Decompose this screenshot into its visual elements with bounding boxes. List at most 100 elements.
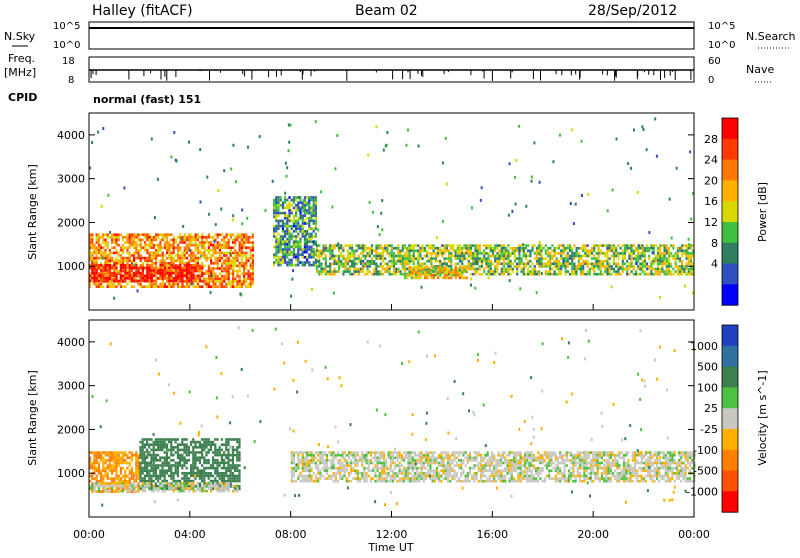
heatmap-cell [565,255,567,258]
heatmap-cell [329,273,331,276]
heatmap-cell [668,263,670,266]
heatmap-cell [227,441,229,444]
heatmap-cell [146,438,148,441]
heatmap-cell [547,260,549,263]
heatmap-cell [297,240,299,243]
heatmap-cell [273,246,275,249]
scatter-cell [292,269,294,272]
heatmap-cell [135,454,137,457]
heatmap-cell [118,244,120,247]
heatmap-cell [293,230,295,233]
heatmap-cell [199,252,201,255]
heatmap-cell [562,260,564,263]
heatmap-cell [173,485,175,488]
heatmap-cell [197,246,199,249]
heatmap-cell [234,241,236,244]
heatmap-cell [631,255,633,258]
heatmap-cell [157,490,159,493]
heatmap-cell [113,451,115,454]
heatmap-cell [142,454,144,457]
heatmap-cell [146,244,148,247]
heatmap-cell [214,272,216,275]
heatmap-cell [126,267,128,270]
heatmap-cell [313,201,315,204]
heatmap-cell [304,243,306,246]
heatmap-cell [472,268,474,271]
heatmap-cell [273,212,275,215]
heatmap-cell [236,456,238,459]
heatmap-cell [91,487,93,490]
heatmap-cell [393,270,395,273]
heatmap-cell [173,277,175,280]
heatmap-cell [329,247,331,250]
heatmap-cell [679,250,681,253]
heatmap-cell [277,259,279,262]
heatmap-cell [435,257,437,260]
scatter-cell [418,145,420,148]
heatmap-cell [197,459,199,462]
heatmap-cell [232,456,234,459]
heatmap-cell [157,277,159,280]
heatmap-cell [239,278,241,281]
heatmap-cell [338,257,340,260]
heatmap-cell [293,457,295,460]
heatmap-cell [331,250,333,253]
heatmap-cell [153,252,155,255]
heatmap-cell [234,236,236,239]
heatmap-cell [358,247,360,250]
heatmap-cell [326,472,328,475]
heatmap-cell [545,244,547,247]
heatmap-cell [659,257,661,260]
heatmap-cell [153,236,155,239]
heatmap-cell [291,209,293,212]
heatmap-cell [288,196,290,199]
heatmap-cell [661,270,663,273]
heatmap-cell [308,475,310,478]
heatmap-cell [351,255,353,258]
heatmap-cell [107,454,109,457]
power-ytick-label: 1000 [57,260,85,273]
heatmap-cell [633,257,635,260]
heatmap-cell [197,269,199,272]
heatmap-cell [545,273,547,276]
heatmap-cell [518,260,520,263]
heatmap-cell [435,255,437,258]
scatter-cell [402,255,404,258]
heatmap-cell [225,467,227,470]
heatmap-cell [205,451,207,454]
heatmap-cell [494,260,496,263]
heatmap-cell [199,244,201,247]
heatmap-cell [589,263,591,266]
heatmap-cell [295,259,297,262]
heatmap-cell [148,244,150,247]
heatmap-cell [175,462,177,465]
heatmap-cell [124,285,126,288]
heatmap-cell [395,255,397,258]
heatmap-cell [453,269,455,272]
power-ytick-label: 2000 [57,216,85,229]
heatmap-cell [148,267,150,270]
heatmap-cell [238,456,240,459]
heatmap-cell [560,270,562,273]
heatmap-cell [225,267,227,270]
heatmap-cell [157,244,159,247]
heatmap-cell [228,270,230,273]
heatmap-cell [286,243,288,246]
heatmap-cell [319,470,321,473]
heatmap-cell [318,257,320,260]
heatmap-cell [433,277,435,280]
scatter-cell [284,192,286,195]
heatmap-cell [297,454,299,457]
heatmap-cell [181,254,183,257]
heatmap-cell [466,277,468,280]
heatmap-cell [252,267,254,270]
heatmap-cell [325,257,327,260]
heatmap-cell [642,250,644,253]
heatmap-cell [225,275,227,278]
heatmap-cell [297,201,299,204]
heatmap-cell [186,264,188,267]
heatmap-cell [199,456,201,459]
scatter-cell [331,255,333,258]
heatmap-cell [639,273,641,276]
heatmap-cell [221,456,223,459]
